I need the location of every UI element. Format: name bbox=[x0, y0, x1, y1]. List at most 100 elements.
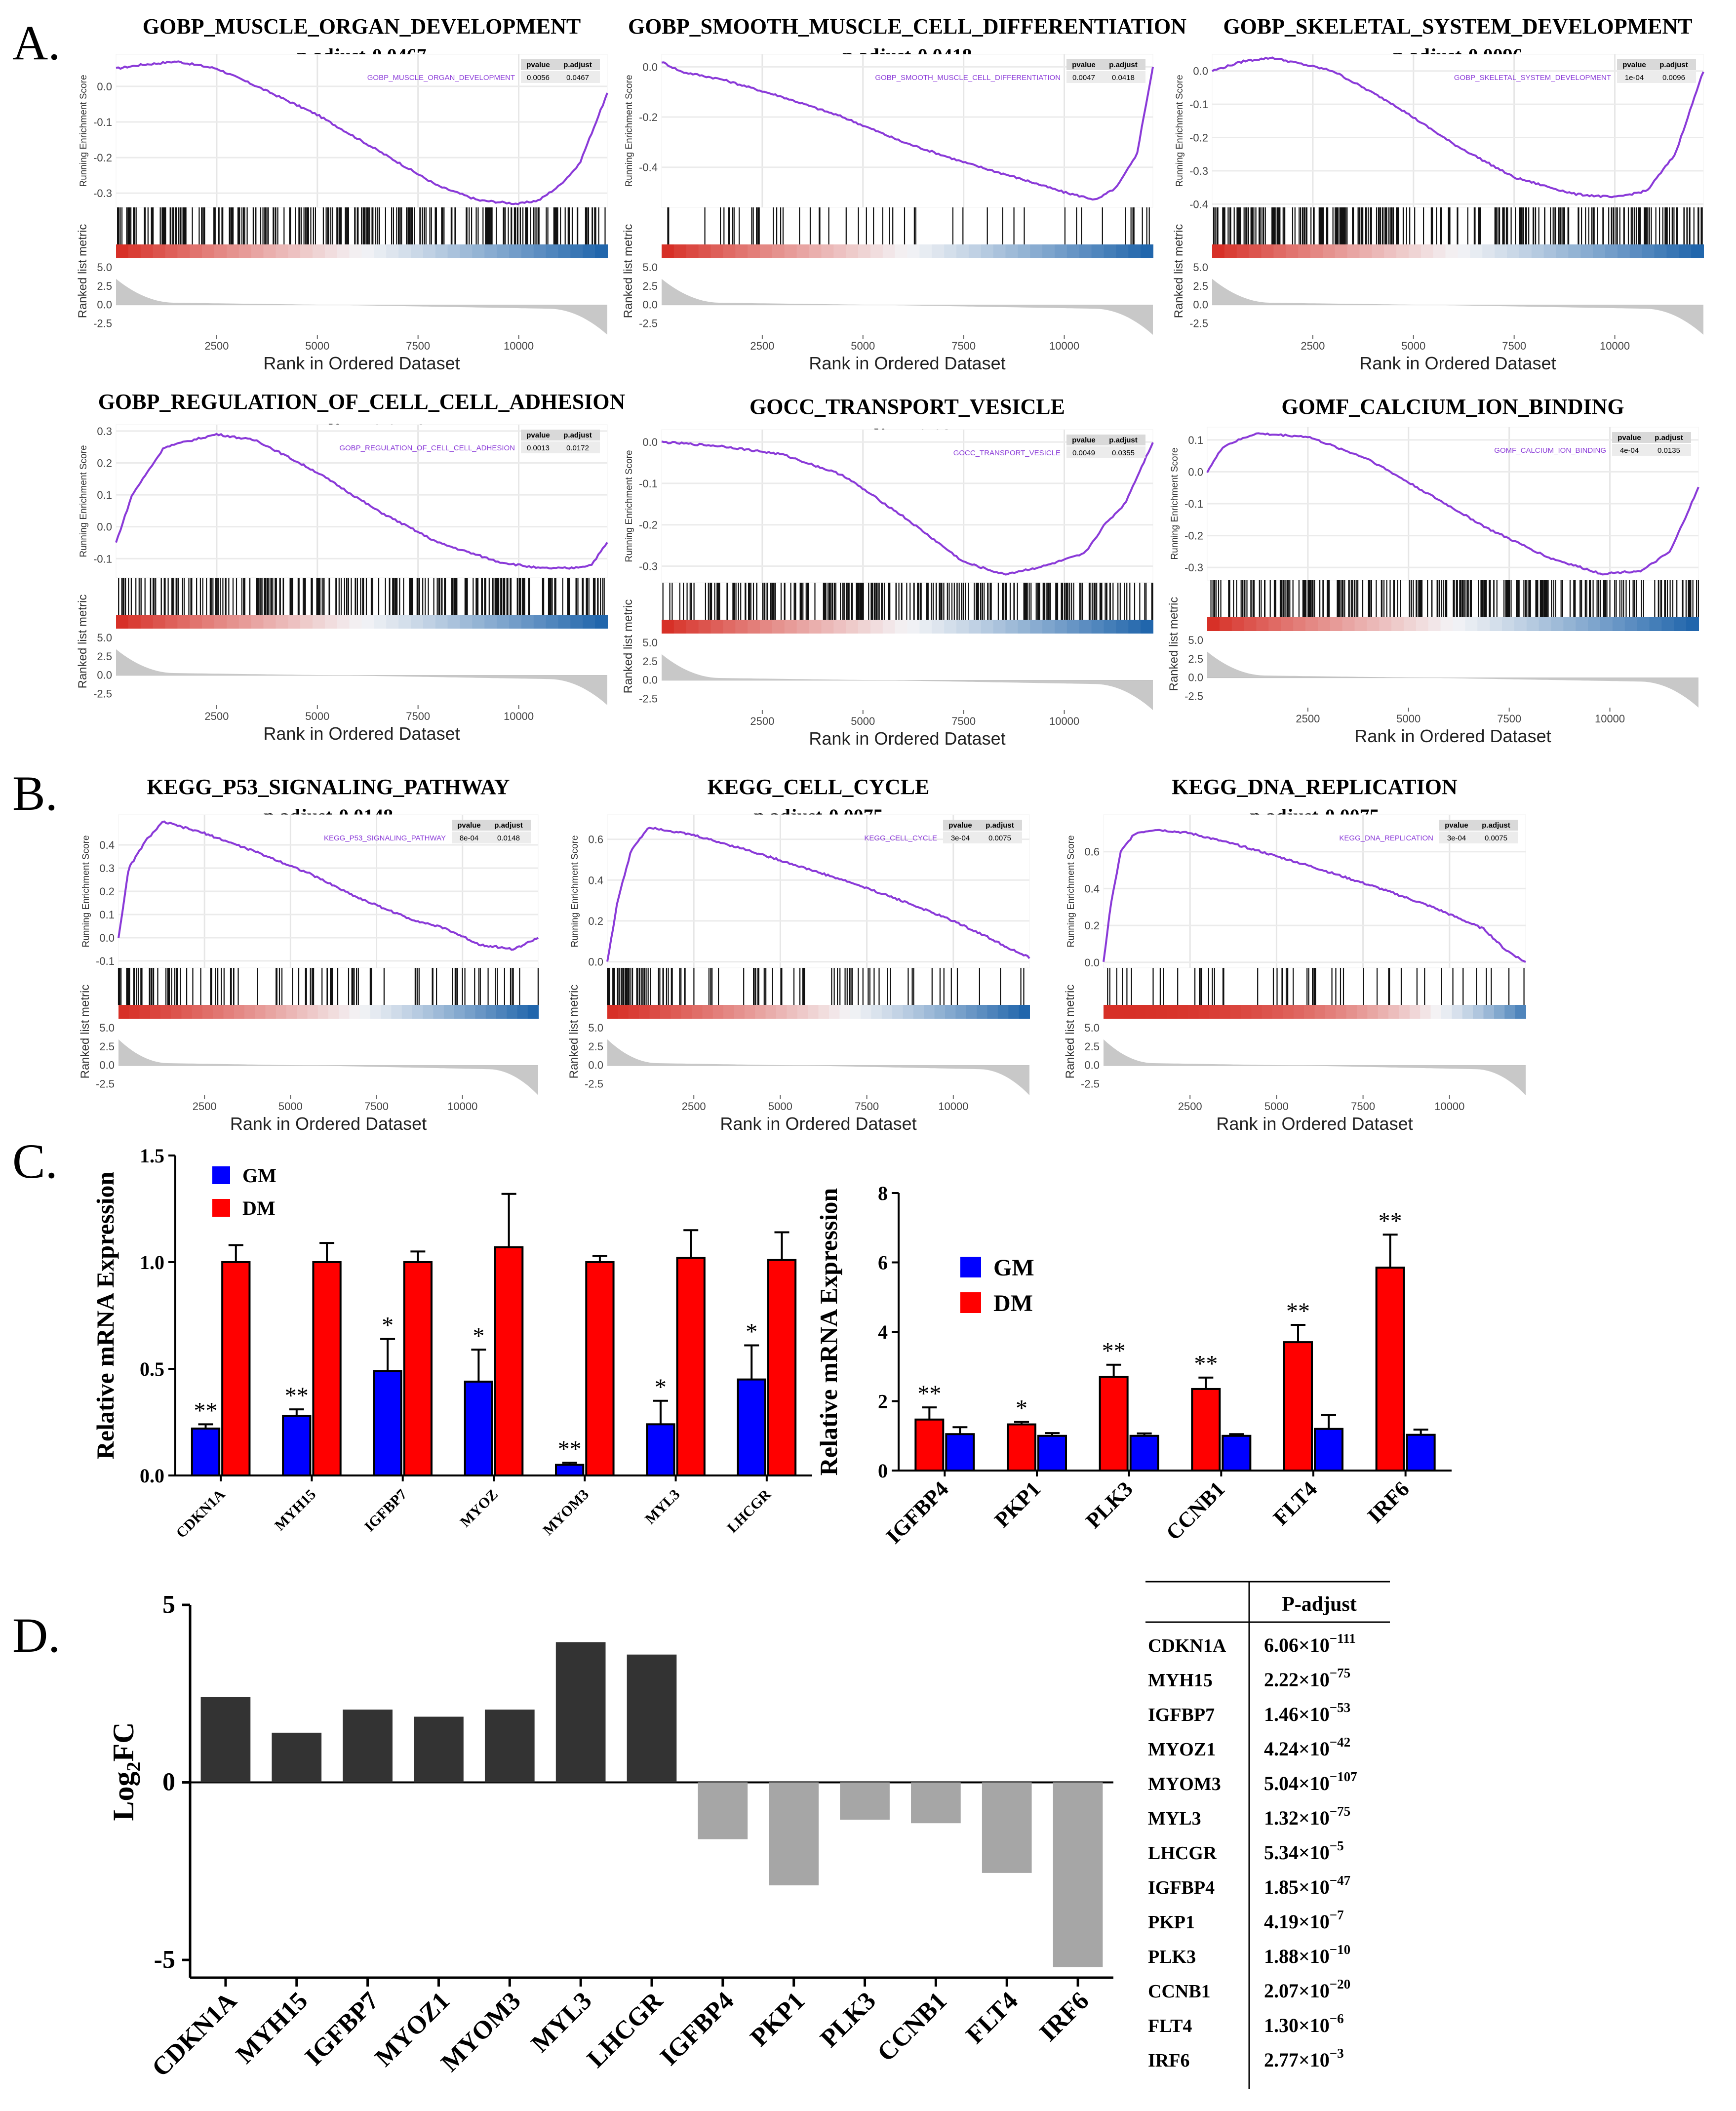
metric-tick-label: -2.5 bbox=[1189, 317, 1208, 329]
rank-heat-segment bbox=[153, 244, 166, 258]
pvalue-value: 0.0047 bbox=[1072, 74, 1095, 82]
rank-heat-segment bbox=[1482, 244, 1496, 258]
es-tick-label: 0.0 bbox=[97, 80, 112, 93]
padjust-mantissa: 6.06 bbox=[1264, 1634, 1299, 1656]
rank-heat-segment bbox=[171, 1005, 182, 1019]
rank-heat-segment bbox=[521, 244, 534, 258]
rank-heat-segment bbox=[1018, 244, 1031, 258]
rank-heat-segment bbox=[1322, 244, 1336, 258]
bar-lhcgr bbox=[627, 1654, 677, 1783]
rank-heat-segment bbox=[1079, 244, 1092, 258]
row-padjust: 4.24×10−42 bbox=[1264, 1735, 1350, 1760]
bar-gm-irf6 bbox=[1406, 1434, 1436, 1472]
metric-tick-label: 0.0 bbox=[642, 674, 658, 686]
rank-heat-segment bbox=[1198, 1005, 1210, 1019]
metric-tick-label: 0.0 bbox=[642, 299, 658, 311]
pvalue-value: 0.0049 bbox=[1072, 449, 1095, 457]
rank-heat-segment bbox=[1420, 1005, 1431, 1019]
table-row: LHCGR 5.34×10−5 bbox=[1148, 1838, 1344, 1864]
bar-dm-ccnb1 bbox=[1191, 1388, 1221, 1472]
row-padjust: 5.34×10−5 bbox=[1264, 1838, 1344, 1864]
padjust-value: 0.0355 bbox=[1112, 449, 1135, 457]
x-tick-label: 7500 bbox=[406, 340, 430, 352]
rank-heat-segment bbox=[255, 1005, 266, 1019]
metric-tick-label: 2.5 bbox=[97, 280, 112, 292]
rank-heat-segment bbox=[595, 244, 608, 258]
padjust-exponent: −7 bbox=[1330, 1908, 1344, 1922]
y-tick-label: 5 bbox=[162, 1591, 175, 1619]
rank-heat-segment bbox=[401, 1005, 413, 1019]
es-tick-label: 0.2 bbox=[99, 885, 115, 898]
rank-heat-segment bbox=[1116, 244, 1129, 258]
rank-heat-segment bbox=[821, 620, 834, 634]
padjust-exponent: −3 bbox=[1330, 2046, 1344, 2061]
rank-heat-segment bbox=[698, 244, 711, 258]
x-tick-label: 2500 bbox=[1178, 1100, 1202, 1113]
rank-heat-segment bbox=[300, 615, 313, 629]
rank-heat-segment bbox=[1212, 244, 1225, 258]
metric-tick-label: -2.5 bbox=[639, 317, 658, 329]
legend-label-gm: GM bbox=[242, 1164, 276, 1187]
rank-heat-segment bbox=[1310, 244, 1323, 258]
rank-heat-segment bbox=[1005, 620, 1019, 634]
metric-tick-label: 5.0 bbox=[588, 1022, 603, 1034]
padjust-value: 0.0172 bbox=[566, 444, 589, 452]
rank-heat-segment bbox=[1055, 620, 1067, 634]
es-tick-label: 0.0 bbox=[588, 956, 603, 968]
padjust-header: p.adjust bbox=[1655, 434, 1683, 442]
bar-gm-igfbp4 bbox=[945, 1433, 975, 1472]
rank-heat-segment bbox=[386, 244, 399, 258]
rank-heat-segment bbox=[129, 1005, 140, 1019]
rank-heat-segment bbox=[1268, 617, 1282, 631]
es-tick-label: -0.4 bbox=[1189, 198, 1208, 210]
rank-heat-segment bbox=[981, 244, 994, 258]
x-tick-label: 5000 bbox=[1264, 1100, 1289, 1113]
rank-heat-segment bbox=[1008, 1005, 1020, 1019]
rank-heat-segment bbox=[238, 615, 252, 629]
rank-heat-segment bbox=[871, 1005, 882, 1019]
rank-heat-segment bbox=[460, 244, 473, 258]
padjust-header: p.adjust bbox=[1659, 61, 1688, 69]
category-label: MYOM3 bbox=[540, 1486, 592, 1539]
category-label: MYOZ bbox=[457, 1486, 501, 1530]
rank-heat-segment bbox=[1605, 244, 1618, 258]
ranked-metric-area bbox=[116, 649, 607, 705]
rank-heat-segment bbox=[723, 1005, 735, 1019]
rank-heat-segment bbox=[1691, 244, 1704, 258]
row-padjust: 1.85×10−47 bbox=[1264, 1873, 1350, 1898]
rank-heat-segment bbox=[150, 1005, 161, 1019]
y-tick-label: 1.0 bbox=[140, 1251, 164, 1274]
rank-heat-segment bbox=[649, 1005, 661, 1019]
rank-heat-segment bbox=[313, 244, 325, 258]
es-tick-label: 0.4 bbox=[588, 874, 603, 886]
rank-heat-segment bbox=[1236, 244, 1250, 258]
pvalue-table-row bbox=[452, 832, 531, 843]
es-tick-label: 0.0 bbox=[1188, 466, 1203, 478]
rank-heat-segment bbox=[1055, 244, 1067, 258]
rank-heat-segment bbox=[734, 1005, 745, 1019]
row-gene: PKP1 bbox=[1148, 1912, 1195, 1933]
padjust-times: ×10 bbox=[1299, 1876, 1330, 1898]
rank-heat-segment bbox=[1440, 617, 1454, 631]
rank-heat-segment bbox=[1473, 1005, 1484, 1019]
rank-heat-segment bbox=[349, 244, 362, 258]
pvalue-table-header bbox=[1439, 820, 1518, 831]
rank-heat-segment bbox=[833, 244, 847, 258]
padjust-exponent: −75 bbox=[1330, 1666, 1350, 1680]
rank-heat-segment bbox=[1141, 620, 1153, 634]
table-row: IRF6 2.77×10−3 bbox=[1148, 2046, 1344, 2071]
metric-tick-label: 0.0 bbox=[99, 1059, 115, 1072]
bar-myoz1 bbox=[414, 1716, 464, 1783]
pvalue-table-header bbox=[943, 820, 1022, 831]
gsea-plot-2: GOBP_SMOOTH_MUSCLE_CELL_DIFFERENTIATIONp… bbox=[622, 14, 1186, 373]
es-curve bbox=[118, 820, 539, 951]
x-tick-label: 10000 bbox=[1600, 340, 1630, 352]
rank-heat-segment bbox=[276, 1005, 287, 1019]
x-tick-label: 7500 bbox=[406, 710, 430, 722]
x-tick-label: 10000 bbox=[938, 1100, 968, 1113]
x-tick-label: 2500 bbox=[1301, 340, 1325, 352]
rank-heat-segment bbox=[1629, 244, 1643, 258]
rank-heat-segment bbox=[892, 1005, 904, 1019]
rank-heat-segment bbox=[202, 615, 215, 629]
rank-heat-segment bbox=[1502, 617, 1515, 631]
